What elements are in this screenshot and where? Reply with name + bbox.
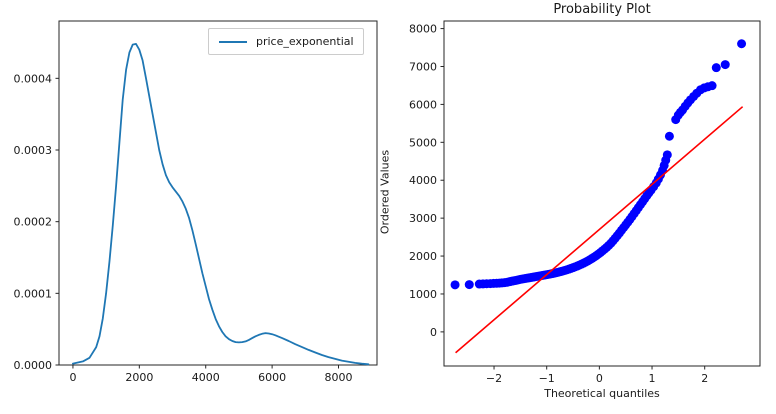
y-tick-label: 4000 (409, 174, 437, 187)
qq-data-point (737, 39, 747, 49)
y-tick-label: 6000 (409, 98, 437, 111)
y-tick-label: 2000 (409, 250, 437, 263)
qq-data-point (464, 280, 474, 290)
axes-frame (58, 20, 378, 366)
y-tick-label: 0.0000 (14, 359, 53, 372)
qq-data-point (707, 81, 717, 91)
fit-line (455, 106, 744, 354)
x-tick-label: 6000 (258, 371, 286, 384)
y-tick-label: 0.0004 (14, 72, 53, 85)
legend: price_exponential (208, 28, 364, 55)
axes-frame (443, 20, 761, 367)
x-tick-label: 0 (596, 372, 603, 385)
x-tick-label: −2 (486, 372, 502, 385)
x-tick-label: 1 (649, 372, 656, 385)
qq-data-point (662, 150, 672, 160)
qq-data-point (720, 60, 730, 70)
x-tick-label: 2000 (125, 371, 153, 384)
x-tick-label: 8000 (324, 371, 352, 384)
qq-plot-title: Probability Plot (553, 2, 651, 17)
y-tick-label: 8000 (409, 23, 437, 36)
qq-data-point (450, 280, 460, 290)
qq-data-point (711, 63, 721, 73)
qq-yaxis-label: Ordered Values (378, 149, 392, 235)
y-tick-label: 0.0003 (14, 144, 53, 157)
qq-xaxis-label: Theoretical quantiles (544, 387, 660, 400)
qq-data-point (664, 131, 674, 141)
y-tick-label: 1000 (409, 288, 437, 301)
legend-line-sample (219, 40, 247, 43)
y-tick-label: 0 (430, 326, 437, 339)
x-tick-label: 0 (69, 371, 76, 384)
x-tick-label: −1 (539, 372, 555, 385)
x-tick-label: 2 (701, 372, 708, 385)
x-tick-label: 4000 (192, 371, 220, 384)
y-tick-label: 5000 (409, 136, 437, 149)
price_exponential-curve (72, 43, 370, 366)
y-tick-label: 0.0001 (14, 287, 53, 300)
legend-label: price_exponential (256, 35, 354, 48)
y-tick-label: 3000 (409, 212, 437, 225)
y-tick-label: 7000 (409, 60, 437, 73)
y-tick-label: 0.0002 (14, 216, 53, 229)
